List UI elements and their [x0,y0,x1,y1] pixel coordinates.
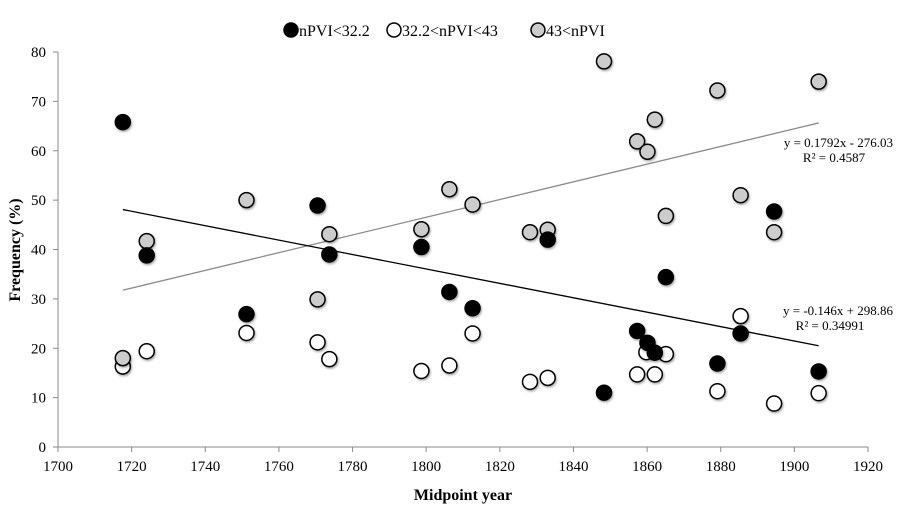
x-axis-title: Midpoint year [414,487,512,504]
trendline-equation-low: y = -0.146x + 298.86 [783,303,893,318]
data-point-npvi-low [646,344,664,361]
x-tick-label: 1740 [190,459,220,475]
data-point-npvi-low [539,231,556,248]
data-point-npvi-high [639,143,656,160]
y-tick-label: 20 [31,341,46,357]
x-tick-label: 1840 [558,459,588,475]
data-point-npvi-high [628,133,646,150]
x-tick-label: 1780 [338,459,368,475]
trendline-equation-high: y = 0.1792x - 276.03 [784,135,893,150]
x-tick-label: 1820 [485,459,515,475]
data-point-npvi-high [732,186,749,204]
data-point-npvi-high [464,196,481,213]
legend-marker-npvi-high [530,22,546,38]
data-point-npvi-mid [521,373,539,391]
data-point-npvi-mid [628,366,646,383]
data-point-npvi-low [309,197,326,214]
data-point-npvi-low [709,355,726,372]
legend: nPVI<32.2 32.2<nPVI<43 43<nPVI [283,22,605,40]
y-tick-label: 0 [39,440,47,456]
data-point-npvi-high [441,181,458,198]
data-point-npvi-mid [810,384,827,402]
data-point-npvi-low [732,325,749,342]
data-point-npvi-low [114,113,132,131]
data-point-npvi-low [657,268,675,286]
y-tick-label: 10 [31,391,46,407]
data-point-npvi-low [765,203,783,220]
legend-marker-npvi-low [283,22,299,38]
trendline-npvi-32-2 [122,208,819,347]
data-point-npvi-low [628,322,646,340]
data-point-npvi-mid [413,362,430,380]
data-point-npvi-low [464,300,481,317]
data-point-npvi-high [114,349,132,367]
data-point-npvi-mid [732,307,749,325]
trendline-r2-low: R² = 0.34991 [796,318,865,333]
y-tick-label: 40 [31,243,46,259]
y-tick-label: 30 [31,292,46,308]
data-point-npvi-high [657,207,675,225]
data-point-npvi-mid [138,342,155,360]
legend-label-npvi-high: 43<nPVI [546,23,605,40]
data-point-npvi-low [810,363,827,380]
x-tick-label: 1880 [706,459,736,475]
data-point-npvi-low [321,246,338,263]
data-point-npvi-high [765,223,783,241]
trendline-r2-high: R² = 0.4587 [803,150,866,165]
data-point-npvi-low [595,384,613,401]
x-tick-label: 1860 [632,459,662,475]
y-tick-label: 60 [31,144,46,160]
x-tick-label: 1900 [779,459,809,475]
legend-label-npvi-low: nPVI<32.2 [299,23,370,40]
data-point-npvi-high [138,232,155,250]
y-tick-label: 50 [31,193,46,209]
data-point-npvi-low [413,238,430,256]
data-point-npvi-high [709,82,726,99]
data-point-npvi-high [521,223,539,241]
data-point-npvi-mid [321,350,338,368]
x-tick-label: 1920 [853,459,883,475]
data-point-npvi-mid [441,357,458,374]
data-point-npvi-high [413,221,430,238]
data-point-npvi-mid [464,325,481,342]
y-axis-title: Frequency (%) [7,198,24,301]
data-point-npvi-low [138,247,155,264]
data-point-npvi-low [238,305,255,323]
data-point-npvi-mid [765,395,783,412]
y-tick-label: 70 [31,94,46,110]
x-tick-label: 1720 [117,459,147,475]
data-point-npvi-mid [709,382,726,400]
y-tick-label: 80 [31,45,46,61]
data-points [114,53,827,412]
legend-label-npvi-mid: 32.2<nPVI<43 [402,23,498,40]
data-point-npvi-high [321,225,338,243]
x-tick-label: 1800 [411,459,441,475]
data-point-npvi-mid [238,324,255,342]
data-point-npvi-mid [539,369,556,387]
axes: 0 10 20 30 40 50 60 70 80 1700 1720 1740 1760 1780 180… [31,45,883,475]
data-point-npvi-high [309,291,326,308]
data-point-npvi-low [441,283,458,301]
legend-marker-npvi-mid [386,22,402,38]
data-point-npvi-high [646,111,664,128]
data-point-npvi-high [810,73,827,90]
data-point-npvi-mid [646,366,664,383]
data-point-npvi-mid [309,334,326,351]
data-point-npvi-high [595,53,613,70]
x-tick-label: 1700 [43,459,73,475]
x-tick-label: 1760 [264,459,294,475]
data-point-npvi-high [238,191,255,209]
